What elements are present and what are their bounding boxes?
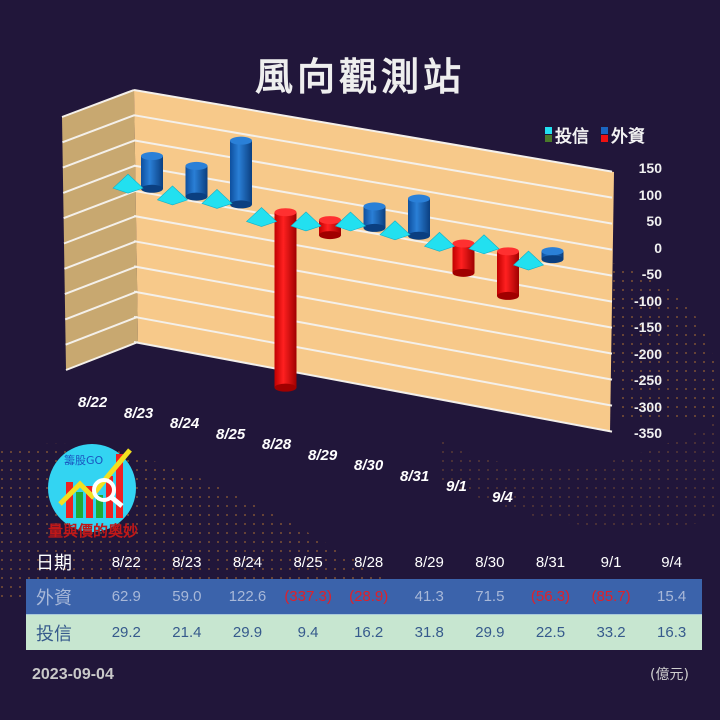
trust-marker <box>245 207 278 227</box>
x-tick: 8/25 <box>216 425 246 443</box>
legend-swatch <box>545 127 552 142</box>
table-cell: 8/28 <box>354 553 384 571</box>
logo-tagline: 量與價的奧妙 <box>48 522 138 540</box>
table-cell: 8/30 <box>475 553 505 571</box>
logo: 籌股GO 量與價的奧妙 <box>48 444 138 540</box>
y-tick: -350 <box>633 425 662 441</box>
table-cell: 8/22 <box>111 553 141 571</box>
foreign-bar <box>408 194 430 240</box>
foreign-bar <box>541 247 564 264</box>
table-cell: 9/4 <box>661 553 683 571</box>
unit-label: (億元) <box>650 667 689 683</box>
table-cell: 21.4 <box>172 624 202 641</box>
bars <box>112 136 564 392</box>
row-label: 投信 <box>36 623 72 645</box>
x-tick: 8/31 <box>400 467 430 485</box>
trust-marker <box>512 250 545 271</box>
x-tick: 8/22 <box>78 394 108 411</box>
foreign-bar <box>274 208 297 392</box>
y-tick: -300 <box>633 398 662 415</box>
foreign-bar <box>141 152 163 193</box>
trust-marker <box>201 189 233 209</box>
table-cell: 16.3 <box>657 624 687 641</box>
table-cell: (337.3) <box>284 588 332 605</box>
table-cell: 8/25 <box>293 553 323 571</box>
legend-item-foreign[interactable]: 外資 <box>601 122 645 147</box>
table-cell: 59.0 <box>172 588 202 605</box>
trust-marker <box>468 234 500 255</box>
trust-marker <box>290 211 322 232</box>
table-cell: (28.9) <box>349 588 389 605</box>
y-tick: -150 <box>633 319 662 335</box>
legend-item-trust[interactable]: 投信 <box>545 122 589 147</box>
row-label: 外資 <box>36 587 72 609</box>
trust-marker <box>334 211 367 232</box>
y-tick: -250 <box>633 372 662 388</box>
gridlines <box>61 89 613 433</box>
table-cell: 15.4 <box>657 588 687 605</box>
data-table: 日期 8/22 8/23 8/24 8/25 8/28 8/29 8/30 8/31 9/1 9/… <box>26 545 702 650</box>
y-tick: 150 <box>638 160 662 176</box>
table-cell: 122.6 <box>228 588 267 605</box>
table-cell: 33.2 <box>596 624 626 641</box>
table-cell: (56.3) <box>530 588 571 605</box>
x-tick: 9/4 <box>492 488 513 506</box>
x-tick: 9/1 <box>446 478 467 495</box>
foreign-bar <box>185 161 208 201</box>
table-cell: 8/23 <box>172 553 202 571</box>
y-tick: 100 <box>638 186 662 203</box>
page-title: 風向觀測站 <box>254 55 465 99</box>
table-cell: 8/31 <box>535 553 566 571</box>
trust-marker <box>156 185 189 206</box>
table-row-foreign: 外資 62.9 59.0 122.6 (337.3) (28.9) 41.3 71.5 (56… <box>26 579 702 614</box>
x-tick: 8/29 <box>308 446 338 464</box>
table-cell: 22.5 <box>535 624 566 641</box>
table-row-trust: 投信 29.2 21.4 29.9 9.4 16.2 31.8 29.9 22.5 33.2 16… <box>26 614 702 650</box>
back-wall <box>134 90 614 432</box>
table-cell: 29.2 <box>111 624 141 641</box>
table-cell: 62.9 <box>111 588 141 605</box>
table-cell: 9.4 <box>297 624 319 641</box>
table-cell: 29.9 <box>232 624 263 641</box>
table-cell: 41.3 <box>414 588 444 605</box>
report-date: 2023-09-04 <box>32 666 114 683</box>
table-cell: 8/29 <box>414 553 444 571</box>
trust-marker <box>379 220 411 241</box>
trust-marker <box>112 173 144 194</box>
legend: 投信 外資 <box>545 122 645 147</box>
x-tick: 8/30 <box>354 457 384 474</box>
table-cell: 29.9 <box>475 624 505 641</box>
table-cell: 9/1 <box>600 553 622 571</box>
table-cell: (85.7) <box>591 588 631 605</box>
logo-brand: 籌股GO <box>64 454 104 467</box>
foreign-bar <box>319 216 341 240</box>
legend-label: 投信 <box>555 127 589 147</box>
table-cell: 8/24 <box>232 553 263 571</box>
legend-label: 外資 <box>611 127 645 147</box>
x-tick: 8/28 <box>262 436 292 453</box>
table-cell: 31.8 <box>414 624 444 641</box>
foreign-bar <box>230 136 252 209</box>
y-tick: 50 <box>646 213 662 229</box>
table-header-row: 日期 8/22 8/23 8/24 8/25 8/28 8/29 8/30 8/31 9/1 9/… <box>26 545 702 579</box>
table-cell: 16.2 <box>354 624 384 641</box>
foreign-bar <box>497 247 519 300</box>
table-cell: 71.5 <box>475 588 505 605</box>
legend-swatch <box>601 127 608 142</box>
x-tick: 8/24 <box>170 415 200 432</box>
date-header: 日期 <box>36 553 72 574</box>
y-tick: -100 <box>633 292 662 309</box>
y-tick: -200 <box>633 345 662 362</box>
x-tick: 8/23 <box>124 404 154 422</box>
y-tick: -50 <box>641 266 662 282</box>
foreign-bar <box>452 239 475 277</box>
y-tick: 0 <box>654 239 662 256</box>
foreign-bar <box>363 202 386 232</box>
trust-marker <box>423 231 456 252</box>
